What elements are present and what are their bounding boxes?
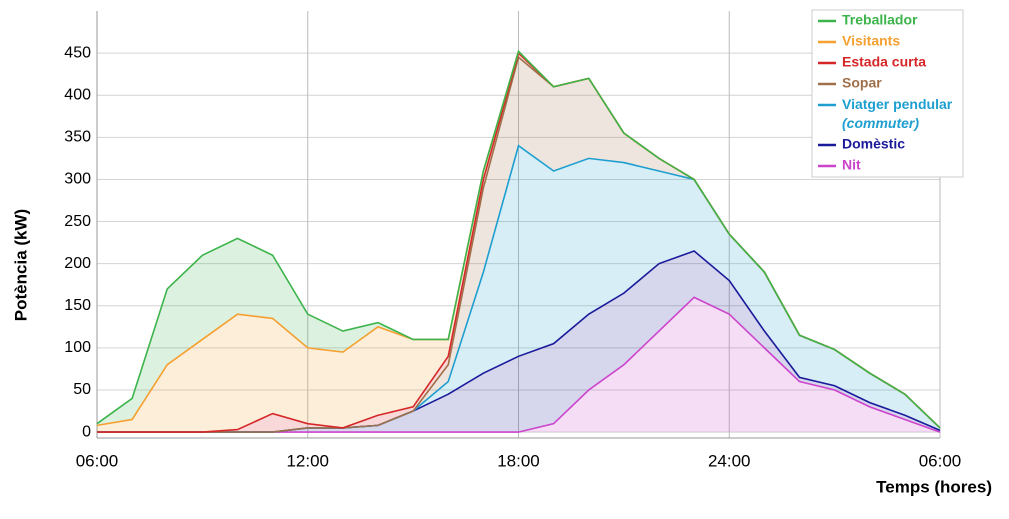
legend-label: Sopar [842, 75, 882, 91]
x-axis-label: Temps (hores) [876, 477, 992, 496]
y-tick-label: 50 [73, 381, 91, 398]
area [97, 145, 940, 433]
legend-box [811, 9, 964, 178]
x-tick-label: 06:00 [919, 451, 962, 470]
area [97, 51, 940, 433]
area [97, 57, 940, 433]
y-tick-label: 350 [64, 129, 91, 146]
x-tick-label: 18:00 [497, 451, 540, 470]
legend-label: Viatger pendular (commuter) [842, 96, 956, 131]
y-tick-label: 200 [64, 255, 91, 272]
area [97, 251, 940, 433]
y-axis-label: Potència (kW) [11, 209, 30, 321]
y-tick-label: 150 [64, 297, 91, 314]
y-tick-label: 300 [64, 171, 91, 188]
legend-label-part: (commuter) [842, 115, 919, 131]
y-tick-label: 0 [82, 423, 91, 440]
legend-label: Nit [842, 157, 861, 173]
legend-label: Visitants [842, 33, 900, 49]
legend-label-part: Viatger pendular [842, 96, 956, 112]
legend-label: Estada curta [842, 54, 926, 70]
area [97, 297, 940, 433]
x-tick-label: 12:00 [286, 451, 329, 470]
x-tick-label: 24:00 [708, 451, 751, 470]
legend-label: Domèstic [842, 136, 905, 152]
legend-label: Treballador [842, 12, 918, 28]
y-tick-label: 100 [64, 339, 91, 356]
x-tick-label: 06:00 [76, 451, 119, 470]
y-tick-label: 450 [64, 44, 91, 61]
y-tick-label: 250 [64, 213, 91, 230]
y-tick-label: 400 [64, 86, 91, 103]
area [97, 51, 940, 428]
line [96, 49, 941, 429]
